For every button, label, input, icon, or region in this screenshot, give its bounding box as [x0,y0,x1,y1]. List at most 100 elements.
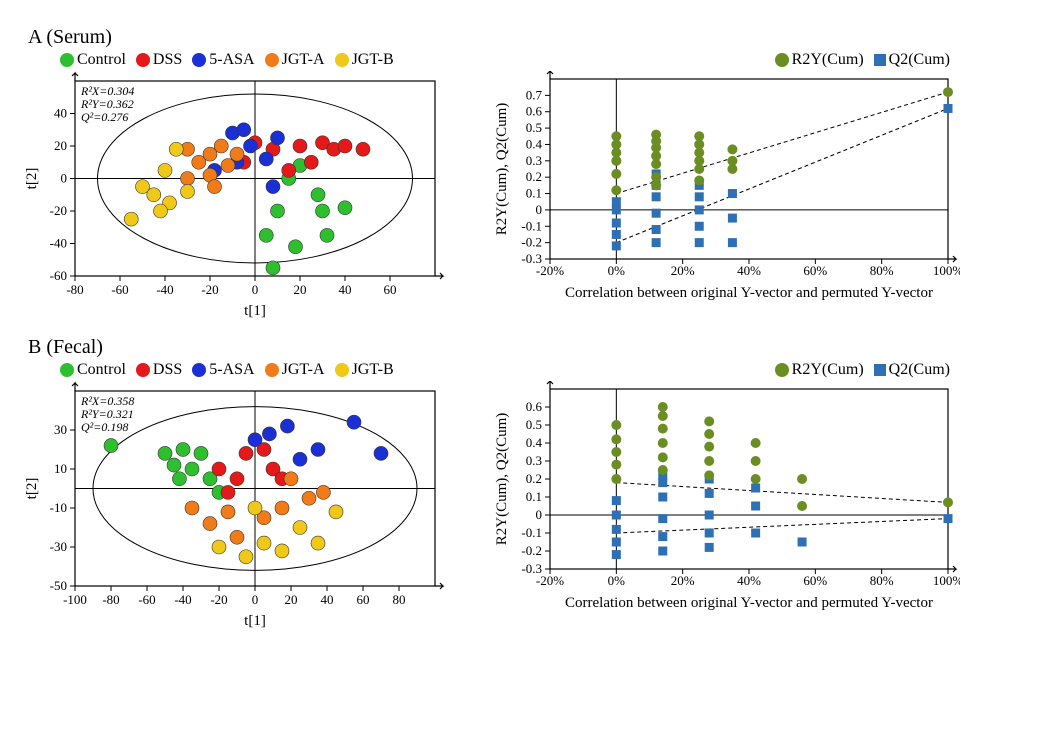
fecal-score-plot: -100-80-60-40-20020406080-50-30-101030t[… [20,381,450,636]
svg-text:40: 40 [54,106,67,121]
svg-text:0.3: 0.3 [526,153,542,168]
legend-label: DSS [153,51,182,69]
serum-scatter-container: ControlDSS5-ASAJGT-AJGT-B -80-60-40-2002… [20,51,450,326]
legend-label: 5-ASA [209,51,254,69]
fecal-perm-container: R2Y(Cum)Q2(Cum) -20%0%20%40%60%80%100%-0… [490,361,960,616]
svg-text:R2Y(Cum), Q2(Cum): R2Y(Cum), Q2(Cum) [494,413,510,546]
svg-text:R²X=0.304: R²X=0.304 [80,84,134,98]
svg-text:-40: -40 [156,282,173,297]
svg-text:0.5: 0.5 [526,120,542,135]
svg-text:R²Y=0.321: R²Y=0.321 [80,407,134,421]
svg-text:60: 60 [384,282,397,297]
svg-text:30: 30 [54,422,67,437]
svg-text:-100: -100 [63,592,87,607]
legend-label: Control [77,361,126,379]
svg-text:0.7: 0.7 [526,87,543,102]
svg-text:t[1]: t[1] [244,303,266,319]
svg-text:-30: -30 [50,539,67,554]
legend-swatch-icon [335,53,349,67]
svg-text:80%: 80% [870,573,894,588]
svg-text:-60: -60 [111,282,128,297]
svg-text:t[1]: t[1] [244,613,266,629]
legend-item-5-asa: 5-ASA [192,361,254,379]
legend-swatch-icon [136,363,150,377]
svg-text:-60: -60 [50,268,67,283]
fecal-permutation-plot: -20%0%20%40%60%80%100%-0.3-0.2-0.100.10.… [490,381,960,616]
svg-text:-10: -10 [50,500,67,515]
svg-text:60%: 60% [803,573,827,588]
legend-swatch-icon [874,54,886,66]
fecal-scatter-container: ControlDSS5-ASAJGT-AJGT-B -100-80-60-40-… [20,361,450,636]
svg-text:40: 40 [339,282,352,297]
legend-item-q2(cum): Q2(Cum) [874,361,950,379]
svg-text:0: 0 [536,202,543,217]
legend-item-jgt-b: JGT-B [335,51,394,69]
scatter-legend-a: ControlDSS5-ASAJGT-AJGT-B [20,51,450,69]
perm-legend-a: R2Y(Cum)Q2(Cum) [490,51,960,69]
legend-item-r2y(cum): R2Y(Cum) [775,361,864,379]
svg-text:-50: -50 [50,578,67,593]
svg-text:-0.1: -0.1 [521,218,542,233]
svg-text:0.2: 0.2 [526,169,542,184]
svg-text:-60: -60 [138,592,155,607]
svg-text:0: 0 [252,282,259,297]
legend-item-dss: DSS [136,361,182,379]
perm-legend-b: R2Y(Cum) Q2(Cum) [490,361,960,379]
svg-text:R²X=0.358: R²X=0.358 [80,394,134,408]
svg-text:R²Y=0.362: R²Y=0.362 [80,97,134,111]
svg-text:100%: 100% [933,263,960,278]
svg-text:-0.1: -0.1 [521,525,542,540]
legend-label: 5-ASA [209,361,254,379]
legend-item-jgt-a: JGT-A [265,361,325,379]
svg-text:0.1: 0.1 [526,489,542,504]
svg-text:-20: -20 [210,592,227,607]
svg-text:Correlation between original Y: Correlation between original Y-vector an… [565,285,933,301]
svg-text:20%: 20% [671,263,695,278]
serum-perm-container: R2Y(Cum)Q2(Cum) -20%0%20%40%60%80%100%-0… [490,51,960,306]
svg-text:80%: 80% [870,263,894,278]
legend-swatch-icon [60,53,74,67]
legend-item-control: Control [60,51,126,69]
legend-label: R2Y(Cum) [792,51,864,69]
legend-item-control: Control [60,361,126,379]
svg-text:Q²=0.276: Q²=0.276 [81,110,128,124]
svg-text:40%: 40% [737,263,761,278]
legend-label: JGT-B [352,51,394,69]
svg-text:0.5: 0.5 [526,417,542,432]
legend-item-dss: DSS [136,51,182,69]
legend-swatch-icon [335,363,349,377]
legend-label: DSS [153,361,182,379]
svg-text:-20: -20 [50,203,67,218]
svg-text:20%: 20% [671,573,695,588]
legend-swatch-icon [775,53,789,67]
svg-text:0.6: 0.6 [526,399,543,414]
legend-label: R2Y(Cum) [792,361,864,379]
panel-a-row: ControlDSS5-ASAJGT-AJGT-B -80-60-40-2002… [20,51,1034,326]
legend-label: Control [77,51,126,69]
svg-text:0: 0 [252,592,259,607]
svg-text:20: 20 [294,282,307,297]
svg-text:R2Y(Cum), Q2(Cum): R2Y(Cum), Q2(Cum) [494,103,510,236]
svg-text:-0.3: -0.3 [521,251,542,266]
legend-swatch-icon [775,363,789,377]
legend-swatch-icon [60,363,74,377]
svg-text:-0.3: -0.3 [521,561,542,576]
svg-text:Correlation between original Y: Correlation between original Y-vector an… [565,595,933,611]
svg-text:40%: 40% [737,573,761,588]
legend-label: JGT-A [282,361,325,379]
legend-swatch-icon [192,53,206,67]
legend-item-5-asa: 5-ASA [192,51,254,69]
svg-text:-80: -80 [66,282,83,297]
legend-item-jgt-b: JGT-B [335,361,394,379]
panel-b-row: ControlDSS5-ASAJGT-AJGT-B -100-80-60-40-… [20,361,1034,636]
svg-text:60: 60 [357,592,370,607]
svg-text:20: 20 [54,138,67,153]
svg-text:100%: 100% [933,573,960,588]
svg-text:0.3: 0.3 [526,453,542,468]
svg-text:0.4: 0.4 [526,136,543,151]
svg-text:0: 0 [61,171,68,186]
svg-text:0: 0 [536,507,543,522]
svg-text:10: 10 [54,461,67,476]
svg-text:40: 40 [321,592,334,607]
serum-permutation-plot: -20%0%20%40%60%80%100%-0.3-0.2-0.100.10.… [490,71,960,306]
